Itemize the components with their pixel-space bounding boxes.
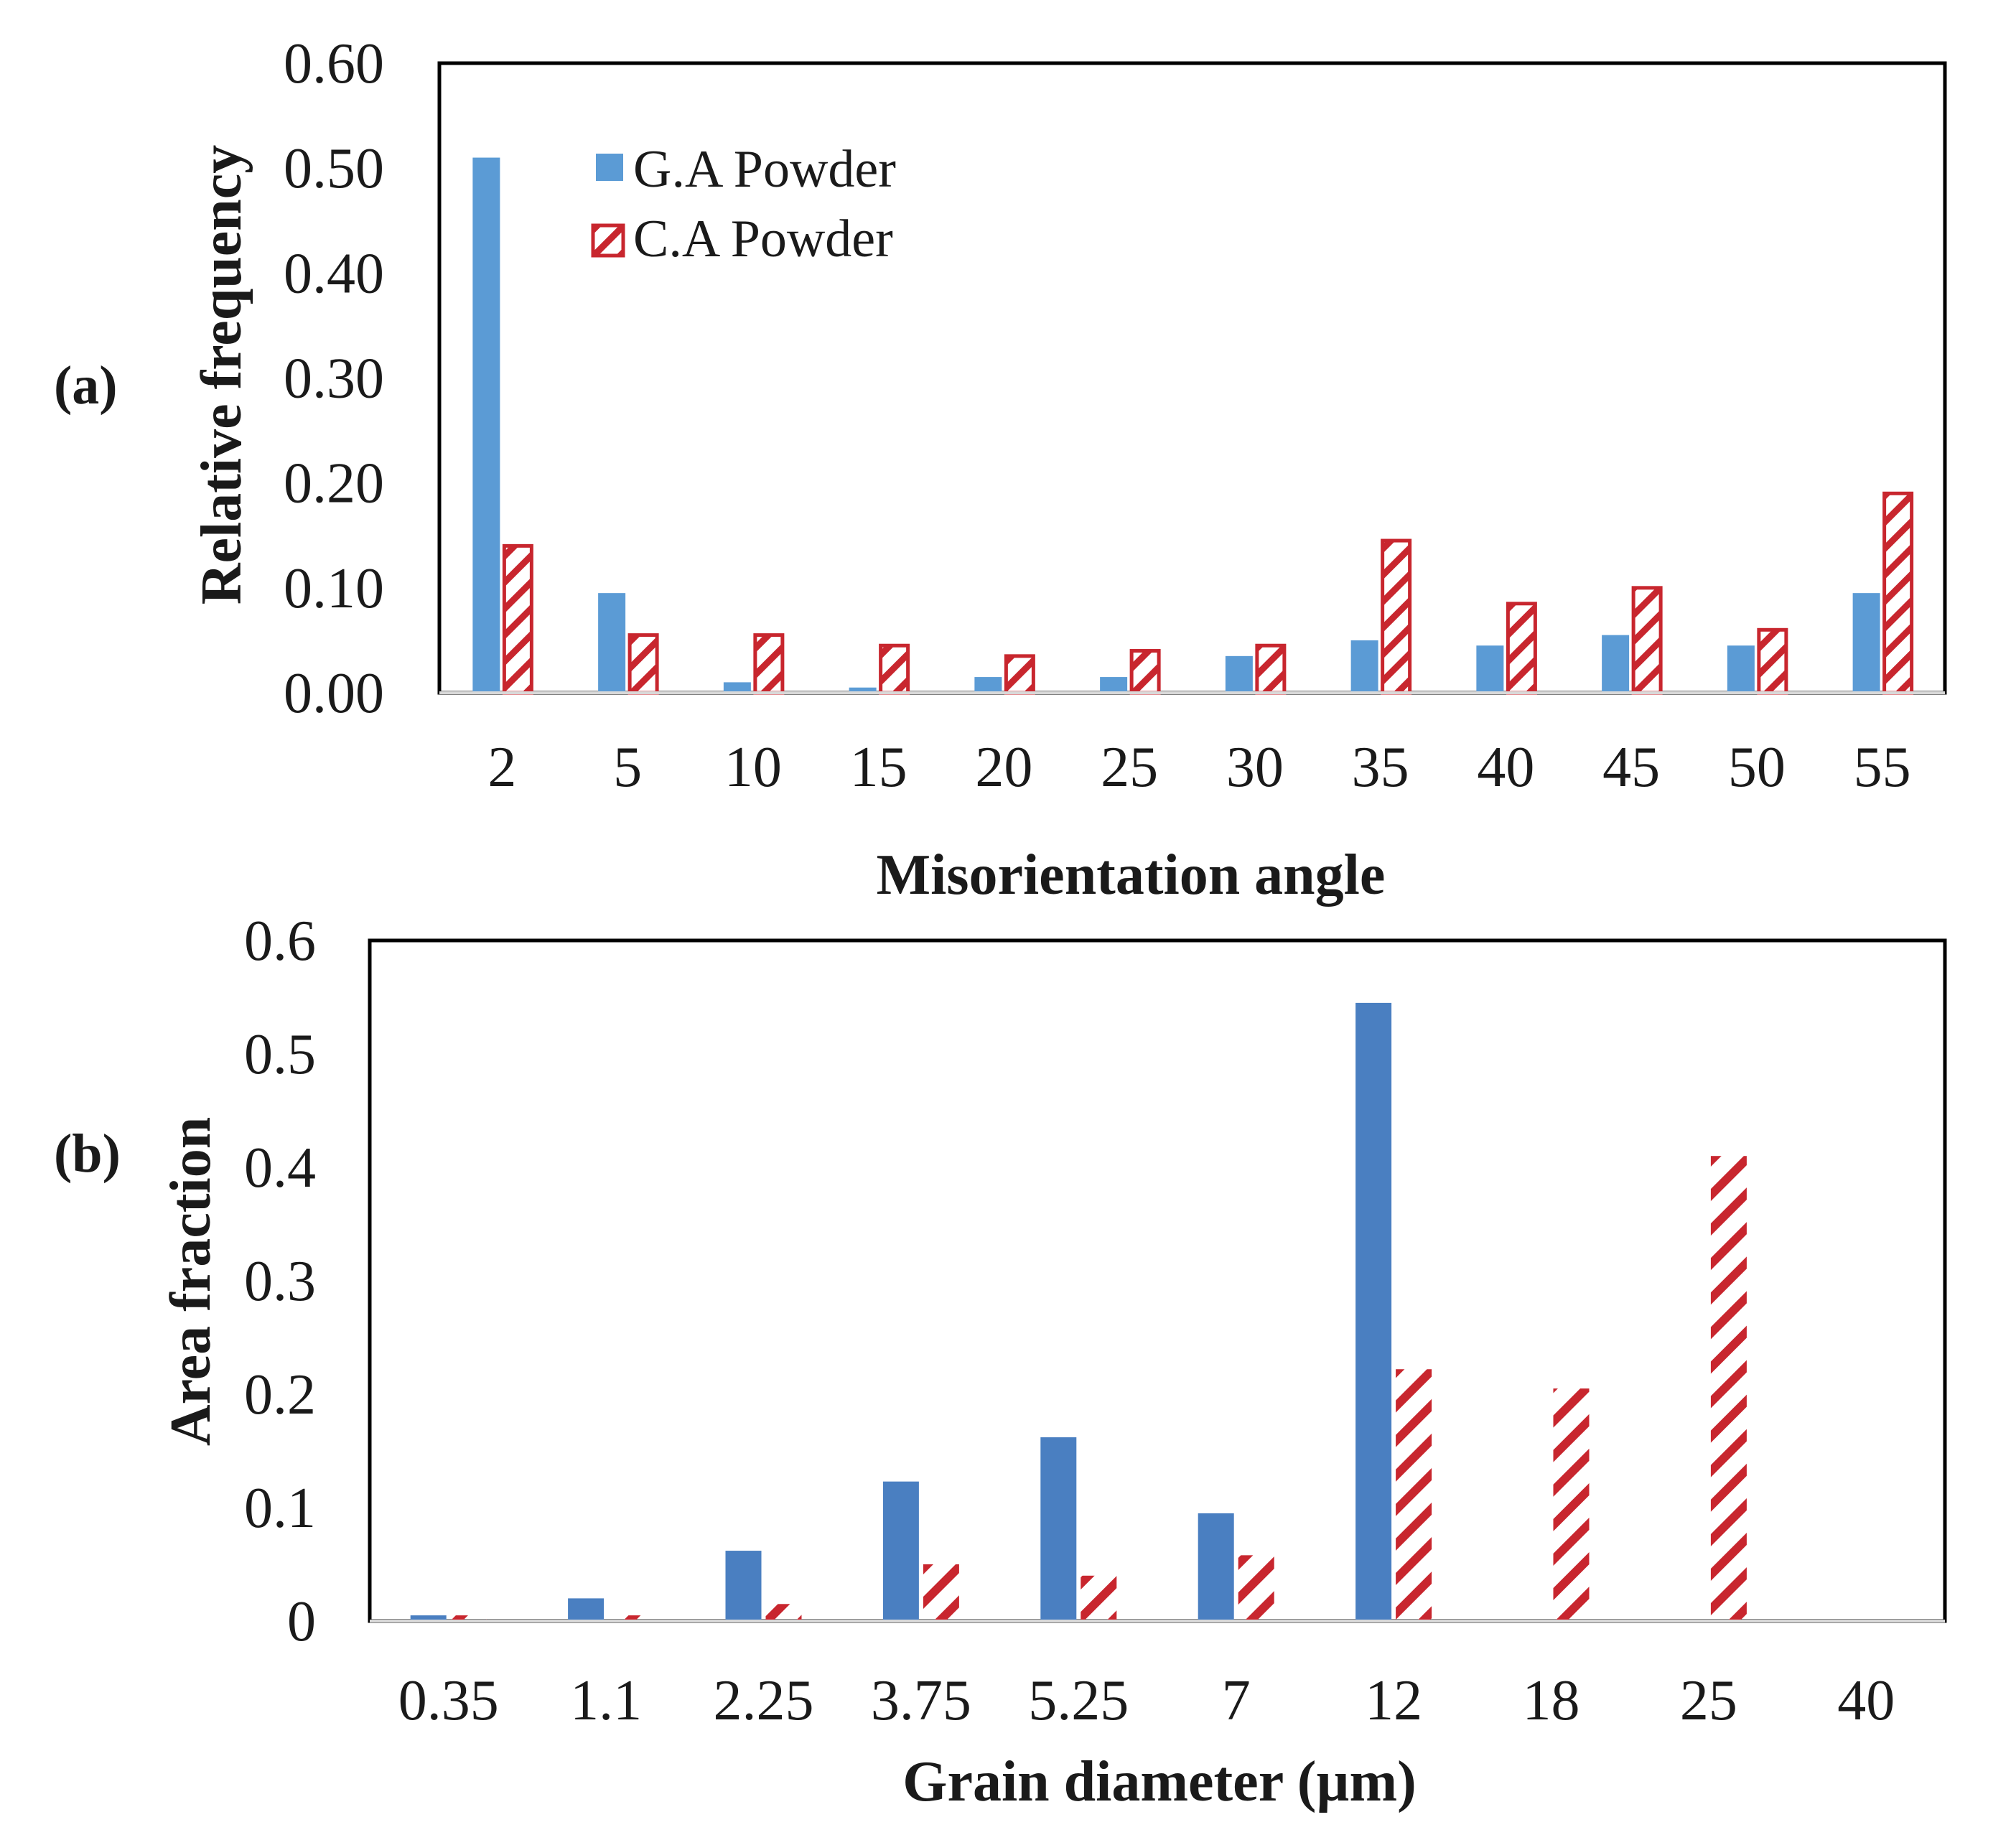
x-tick-label: 30 (1226, 736, 1284, 799)
bar-ga (1852, 593, 1880, 693)
y-axis-title-a: Relative frequency (190, 145, 253, 605)
y-tick-label: 0.10 (284, 557, 384, 620)
y-tick-label: 0.00 (284, 662, 384, 725)
x-tick-label: 0.35 (398, 1669, 499, 1732)
bar-ca (502, 543, 533, 695)
y-tick-label: 0.2 (244, 1363, 316, 1426)
legend: G.A Powder C.A Powder (591, 140, 896, 268)
x-tick-label: 3.75 (871, 1669, 971, 1732)
bar-ca (1631, 586, 1663, 695)
panel-b: 0 0.1 0.2 0.3 0.4 0.5 0.6 0.35 1.1 2.25 3.75 5.25 7… (54, 910, 1947, 1813)
x-tick-label: 55 (1854, 736, 1911, 799)
bars-a (439, 157, 1945, 695)
bar-ca (608, 1615, 645, 1621)
bar-ca (1381, 538, 1412, 695)
y-tick-label: 0.6 (244, 910, 316, 973)
x-tick-label: 40 (1837, 1669, 1895, 1732)
bar-ca (1255, 643, 1287, 695)
x-tick-label: 40 (1477, 736, 1534, 799)
bar-ga (568, 1598, 605, 1621)
bar-ca (923, 1564, 959, 1621)
x-tick-label: 2.25 (714, 1669, 814, 1732)
bar-ga (472, 157, 500, 693)
bar-ca (627, 633, 659, 695)
panel-a: 0.000.100.200.300.400.500.60 2 5 10 15 20 25 3… (54, 32, 1947, 907)
bar-ca (1882, 491, 1914, 695)
x-tick-label: 25 (1101, 736, 1158, 799)
bar-ga (1476, 645, 1504, 693)
y-tick-label: 0.5 (244, 1023, 316, 1086)
bar-ga (1602, 635, 1630, 693)
bar-ga (974, 677, 1002, 693)
bar-ca (1710, 1156, 1747, 1621)
bar-ca (450, 1615, 487, 1621)
y-tick-labels-b: 0 0.1 0.2 0.3 0.4 0.5 0.6 (244, 910, 316, 1653)
bar-ca (1553, 1388, 1590, 1621)
y-tick-label: 0.3 (244, 1250, 316, 1313)
x-tick-label: 12 (1365, 1669, 1422, 1732)
x-tick-label: 1.1 (570, 1669, 642, 1732)
bar-ca (753, 633, 785, 695)
bar-ga (1225, 655, 1253, 693)
x-tick-label: 15 (850, 736, 907, 799)
bar-ca (1757, 627, 1788, 695)
bar-ca (1129, 649, 1161, 695)
y-tick-label: 0.20 (284, 452, 384, 515)
x-tick-label: 45 (1602, 736, 1660, 799)
x-tick-label: 35 (1352, 736, 1409, 799)
x-tick-label: 5.25 (1028, 1669, 1129, 1732)
y-tick-label: 0.30 (284, 347, 384, 411)
y-tick-label: 0.1 (244, 1477, 316, 1540)
y-tick-label: 0.50 (284, 137, 384, 200)
bar-ga (598, 593, 626, 693)
legend-label-ca: C.A Powder (633, 210, 893, 268)
x-tick-labels-b: 0.35 1.1 2.25 3.75 5.25 7 12 18 25 40 (398, 1669, 1895, 1732)
bar-ga (725, 1551, 762, 1621)
panel-label-b: (b) (54, 1124, 121, 1184)
bar-ga (1198, 1513, 1234, 1621)
bar-ga (1350, 640, 1378, 693)
x-tick-label: 10 (724, 736, 782, 799)
x-tick-labels-a: 2 5 10 15 20 25 30 35 40 45 50 55 (487, 736, 1910, 799)
y-tick-label: 0.60 (284, 32, 384, 95)
bar-ga (410, 1615, 447, 1621)
bars-b (370, 1002, 1945, 1622)
bar-ga (882, 1481, 919, 1621)
bar-ca (1004, 654, 1035, 695)
legend-swatch-ca (591, 223, 625, 258)
y-tick-label: 0.40 (284, 242, 384, 305)
x-tick-label: 5 (613, 736, 642, 799)
bar-ca (1396, 1369, 1432, 1621)
x-tick-label: 50 (1728, 736, 1786, 799)
x-axis-title-b: Grain diameter (µm) (902, 1750, 1417, 1813)
x-tick-label: 7 (1222, 1669, 1251, 1732)
plot-frame-b (368, 938, 1947, 1623)
x-tick-label: 18 (1523, 1669, 1580, 1732)
bar-ca (765, 1604, 802, 1621)
bar-ga (1040, 1437, 1077, 1621)
bar-ca (1506, 602, 1537, 695)
legend-swatch-ga (596, 154, 623, 181)
x-tick-label: 25 (1680, 1669, 1737, 1732)
bar-ga (723, 682, 751, 693)
bar-ca (1081, 1575, 1117, 1621)
bar-ga (1727, 645, 1755, 693)
bar-ga (1355, 1002, 1392, 1621)
y-axis-title-b: Area fraction (159, 1117, 223, 1446)
bar-ca (1238, 1555, 1274, 1621)
y-tick-label: 0 (287, 1590, 316, 1653)
x-axis-title-a: Misorientation angle (877, 844, 1386, 907)
bar-ca (879, 643, 910, 695)
y-tick-label: 0.4 (244, 1136, 316, 1200)
bar-ga (849, 687, 877, 693)
x-tick-label: 20 (975, 736, 1032, 799)
bar-ga (1100, 677, 1128, 693)
y-tick-labels-a: 0.00 0.10 0.20 0.30 0.40 0.50 0.60 (284, 32, 384, 725)
legend-label-ga: G.A Powder (633, 140, 896, 199)
x-tick-label: 2 (487, 736, 516, 799)
panel-label-a: (a) (54, 355, 118, 416)
